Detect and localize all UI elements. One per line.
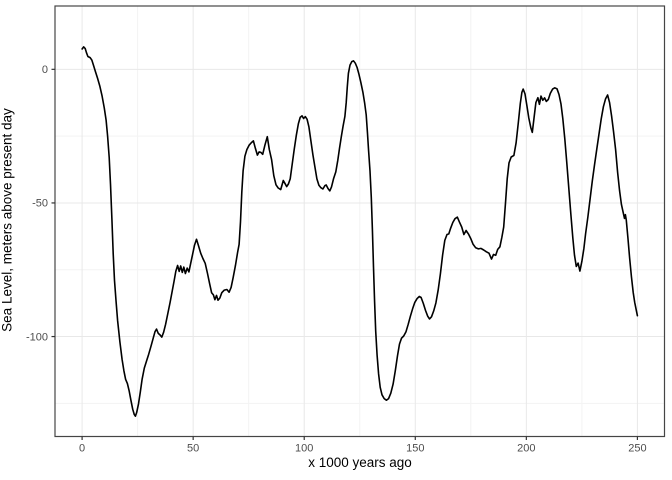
sea-level-line xyxy=(81,46,639,418)
x-tick-label: 150 xyxy=(406,443,424,455)
x-tick-label: 100 xyxy=(295,443,313,455)
x-tick-label: 50 xyxy=(187,443,199,455)
y-tick-label: 0 xyxy=(42,64,48,76)
x-axis-title: x 1000 years ago xyxy=(308,455,412,470)
x-tick-label: 250 xyxy=(628,443,646,455)
y-tick-label: -50 xyxy=(32,198,48,210)
y-axis-title: Sea Level, meters above present day xyxy=(0,108,15,332)
x-tick-label: 0 xyxy=(79,443,85,455)
x-tick-label: 200 xyxy=(517,443,535,455)
y-tick-label: -100 xyxy=(26,331,48,343)
panel-border xyxy=(54,5,666,438)
